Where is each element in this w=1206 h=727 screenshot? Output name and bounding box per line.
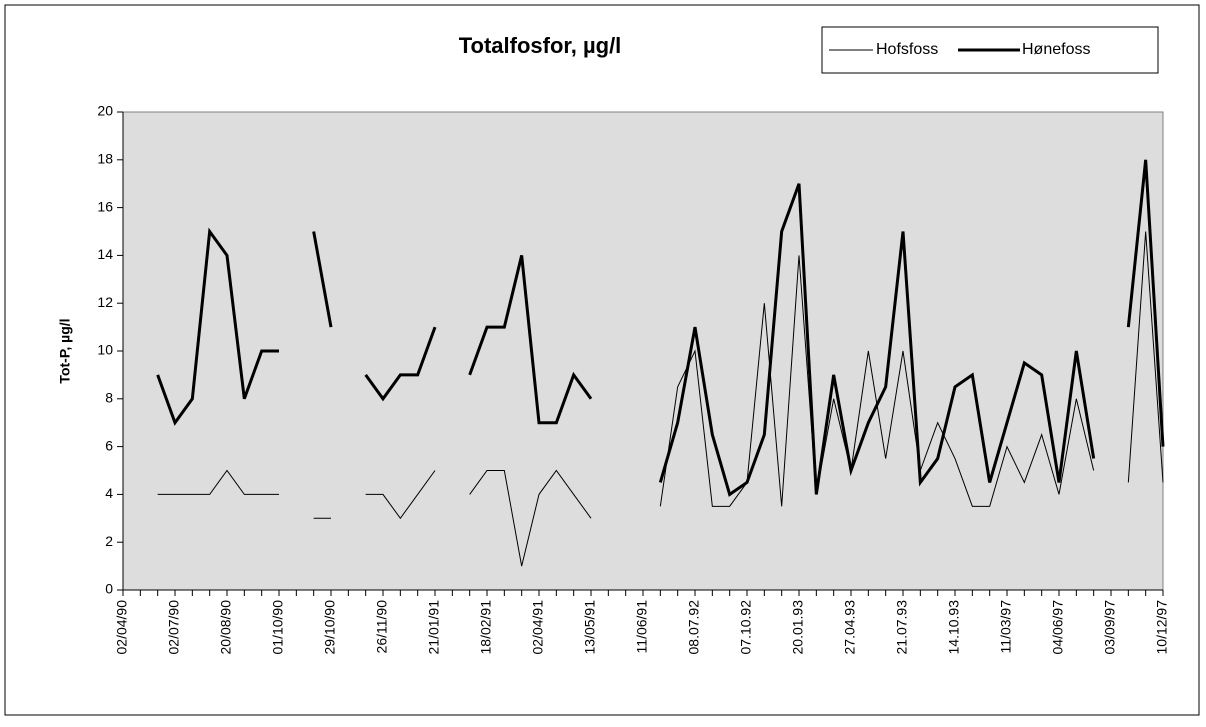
x-tick-label: 02/07/90 — [166, 600, 182, 655]
x-tick-label: 21.07.93 — [894, 600, 910, 655]
x-tick-label: 20/08/90 — [218, 600, 234, 655]
x-tick-label: 10/12/97 — [1154, 600, 1170, 655]
y-tick-label: 20 — [97, 103, 113, 119]
x-tick-label: 20.01.93 — [790, 600, 806, 655]
y-tick-label: 12 — [97, 294, 113, 310]
x-tick-label: 26/11/90 — [374, 600, 390, 654]
x-tick-label: 11/03/97 — [998, 600, 1014, 654]
y-tick-label: 16 — [97, 198, 113, 214]
chart-title: Totalfosfor, µg/l — [459, 33, 622, 58]
x-tick-label: 02/04/91 — [530, 600, 546, 655]
series-line — [157, 231, 1164, 567]
plot-area — [122, 111, 1164, 591]
y-tick-label: 6 — [105, 437, 113, 453]
y-tick-label: 14 — [97, 246, 113, 262]
y-axis-label: Tot-P, µg/l — [57, 318, 73, 383]
x-tick-label: 18/02/91 — [478, 600, 494, 655]
y-tick-label: 18 — [97, 151, 113, 167]
x-tick-label: 27.04.93 — [842, 600, 858, 655]
y-tick-label: 2 — [105, 533, 113, 549]
legend-label: Hønefoss — [1022, 41, 1090, 58]
x-tick-label: 13/05/91 — [582, 600, 598, 655]
y-tick-label: 8 — [105, 390, 113, 406]
x-tick-label: 29/10/90 — [322, 600, 338, 655]
x-tick-label: 03/09/97 — [1102, 600, 1118, 655]
x-tick-label: 07.10.92 — [738, 600, 754, 655]
y-tick-label: 10 — [97, 342, 113, 358]
x-tick-label: 11/06/91 — [634, 600, 650, 654]
y-tick-label: 0 — [105, 581, 113, 597]
y-tick-label: 4 — [105, 485, 113, 501]
x-tick-label: 02/04/90 — [114, 600, 130, 655]
x-tick-label: 08.07.92 — [686, 600, 702, 655]
x-tick-label: 14.10.93 — [946, 600, 962, 655]
x-tick-label: 01/10/90 — [270, 600, 286, 655]
series-line — [156, 159, 1165, 497]
x-tick-label: 04/06/97 — [1050, 600, 1066, 655]
legend-label: Hofsfoss — [876, 41, 938, 58]
x-tick-label: 21/01/91 — [426, 600, 442, 655]
